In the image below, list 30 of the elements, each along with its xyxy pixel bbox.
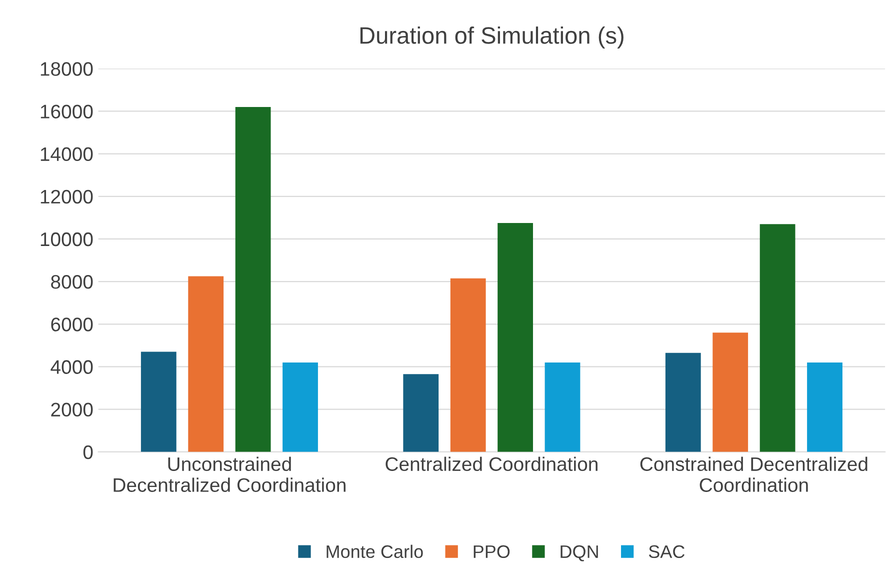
bar	[282, 362, 318, 452]
legend-label: Monte Carlo	[326, 544, 423, 558]
x-tick-label: Constrained Decentralized Coordination	[640, 456, 868, 492]
y-tick-label: 0	[83, 445, 93, 460]
y-tick-label: 18000	[40, 62, 93, 76]
y-tick-label: 14000	[40, 147, 93, 162]
bar	[544, 362, 580, 452]
chart-title: Duration of Simulation (s)	[360, 26, 624, 49]
bar	[235, 106, 271, 452]
bar	[665, 352, 701, 452]
bar	[140, 352, 176, 452]
bar	[760, 224, 796, 452]
y-tick-label: 2000	[51, 402, 93, 417]
legend-label: PPO	[474, 545, 510, 558]
y-tick-label: 8000	[51, 275, 93, 289]
bar	[712, 332, 748, 452]
y-tick-label: 16000	[40, 104, 93, 118]
legend-label: SAC	[648, 545, 685, 558]
bar	[807, 362, 842, 452]
bar	[450, 278, 486, 452]
x-tick-label: Unconstrained Decentralized Coordination	[114, 456, 346, 492]
y-tick-label: 6000	[51, 318, 93, 332]
y-tick-label: 4000	[50, 360, 93, 374]
y-tick-label: 10000	[40, 232, 93, 246]
bar	[498, 223, 534, 452]
y-tick-label: 12000	[40, 190, 93, 204]
bar	[403, 374, 439, 452]
bar	[188, 276, 224, 452]
x-tick-label: Centralized Coordination	[386, 456, 598, 472]
legend-label: DQN	[560, 545, 598, 562]
